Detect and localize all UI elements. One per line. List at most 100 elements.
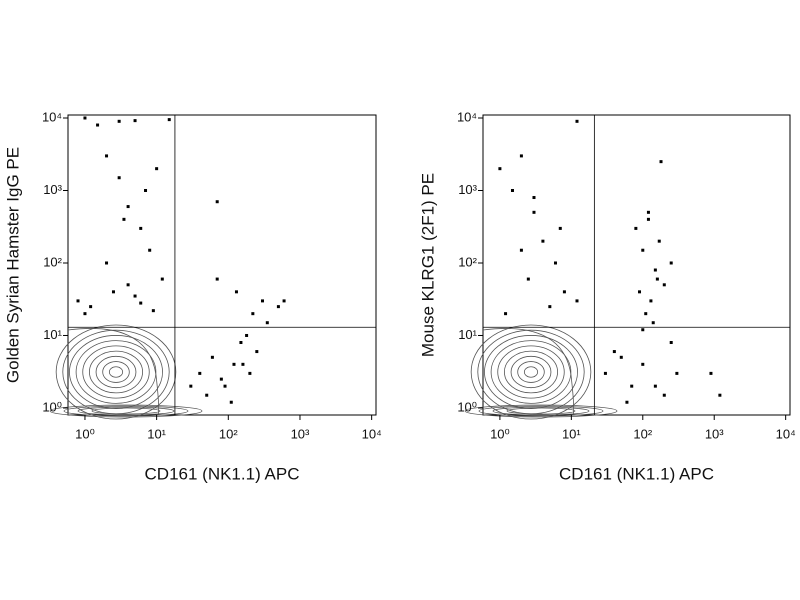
- plot-frame: [482, 114, 791, 416]
- x-tick-label: 10²: [633, 426, 652, 441]
- x-tick-label: 10⁰: [490, 426, 510, 441]
- point: [139, 226, 143, 230]
- y-tick-label: 10¹: [458, 327, 477, 342]
- point: [234, 290, 238, 294]
- y-tick-label: 10¹: [43, 327, 62, 342]
- contour: [503, 350, 558, 394]
- y-tick-label: 10³: [43, 182, 62, 197]
- point: [155, 167, 159, 171]
- point: [653, 384, 657, 388]
- x-tick-label: 10⁴: [362, 426, 382, 441]
- point: [117, 176, 121, 180]
- point: [532, 196, 536, 200]
- point: [548, 305, 552, 309]
- point: [151, 309, 155, 313]
- point: [657, 239, 661, 243]
- contour: [484, 335, 578, 409]
- x-tick-label: 10²: [219, 426, 238, 441]
- x-axis-label: CD161 (NK1.1) APC: [559, 464, 714, 483]
- point: [575, 119, 579, 123]
- point: [553, 261, 557, 265]
- point: [111, 290, 115, 294]
- contour: [464, 404, 618, 418]
- point: [133, 294, 137, 298]
- point: [83, 312, 87, 316]
- y-tick-label: 10⁴: [42, 109, 62, 124]
- point: [245, 333, 249, 337]
- point: [558, 226, 562, 230]
- contour: [506, 407, 576, 415]
- point: [562, 290, 566, 294]
- contour: [478, 405, 604, 417]
- point: [76, 299, 80, 303]
- point: [229, 400, 233, 404]
- point: [641, 362, 645, 366]
- point: [276, 305, 280, 309]
- contour: [69, 335, 163, 409]
- point: [96, 123, 100, 127]
- y-tick-label: 10⁰: [42, 399, 62, 414]
- contour: [477, 329, 585, 415]
- y-tick-label: 10²: [43, 254, 62, 269]
- x-tick-label: 10⁴: [776, 426, 796, 441]
- point: [117, 119, 121, 123]
- point: [255, 350, 259, 354]
- point: [653, 268, 657, 272]
- x-tick-label: 10¹: [147, 426, 166, 441]
- plot-frame: [67, 114, 377, 416]
- contour: [49, 404, 203, 418]
- point: [634, 226, 638, 230]
- contour: [95, 355, 137, 389]
- point: [251, 312, 255, 316]
- point: [619, 355, 623, 359]
- point: [248, 371, 252, 375]
- point: [669, 261, 673, 265]
- contour: [482, 328, 575, 416]
- point: [641, 328, 645, 332]
- point: [532, 210, 536, 214]
- x-tick-label: 10¹: [562, 426, 581, 441]
- y-axis-label: Mouse KLRG1 (2F1) PE: [418, 173, 437, 357]
- point: [612, 350, 616, 354]
- point: [655, 277, 659, 281]
- contour: [67, 328, 160, 416]
- x-tick-label: 10⁰: [75, 426, 95, 441]
- point: [105, 154, 109, 158]
- point: [709, 371, 713, 375]
- x-tick-label: 10³: [705, 426, 724, 441]
- point: [659, 160, 663, 164]
- point: [510, 188, 514, 192]
- point: [241, 362, 245, 366]
- point: [644, 312, 648, 316]
- contour: [497, 345, 565, 399]
- y-axis-label: Golden Syrian Hamster IgG PE: [3, 147, 22, 383]
- point: [139, 301, 143, 305]
- point: [167, 118, 171, 122]
- point: [662, 283, 666, 287]
- contour: [77, 406, 175, 416]
- point: [144, 188, 148, 192]
- point: [649, 299, 653, 303]
- contour: [62, 329, 170, 415]
- point: [662, 393, 666, 397]
- contour: [470, 324, 592, 420]
- y-tick-label: 10⁴: [457, 109, 477, 124]
- point: [122, 217, 126, 221]
- point: [105, 261, 109, 265]
- contour: [490, 340, 572, 404]
- contour: [517, 361, 545, 383]
- contour: [523, 366, 539, 378]
- point: [646, 210, 650, 214]
- point: [603, 371, 607, 375]
- point: [219, 377, 223, 381]
- point: [669, 341, 673, 345]
- point: [498, 167, 502, 171]
- contour: [89, 350, 144, 394]
- point: [210, 355, 214, 359]
- point: [630, 384, 634, 388]
- point: [83, 116, 87, 120]
- point: [651, 321, 655, 325]
- y-tick-label: 10³: [458, 182, 477, 197]
- y-tick-label: 10²: [458, 254, 477, 269]
